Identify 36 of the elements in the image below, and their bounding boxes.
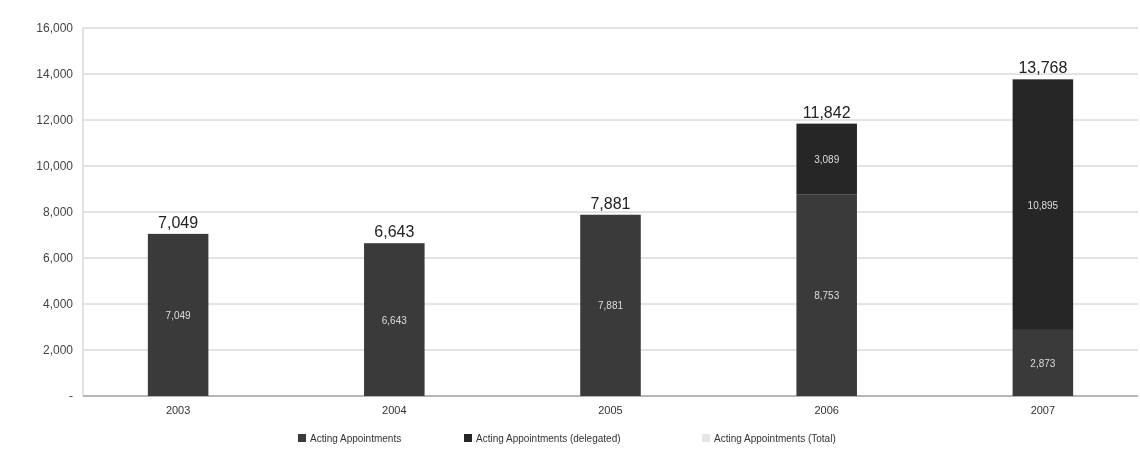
- x-tick-label: 2005: [598, 404, 623, 416]
- legend-label: Acting Appointments: [310, 433, 402, 444]
- bar: [1012, 79, 1074, 330]
- data-label: 6,643: [381, 314, 408, 326]
- data-label: 8,753: [814, 290, 840, 302]
- data-label: 7,881: [597, 300, 624, 312]
- bar: [580, 214, 641, 396]
- y-tick-label: 4,000: [42, 297, 74, 311]
- total-label: 11,842: [802, 103, 851, 121]
- total-label: 13,768: [1018, 59, 1068, 77]
- bar: [1012, 329, 1074, 396]
- data-label: 2,873: [1030, 357, 1056, 369]
- legend-label: Acting Appointments (Total): [714, 433, 836, 444]
- data-label: 7,049: [165, 309, 192, 321]
- bar: [796, 194, 857, 396]
- y-tick-label: 8,000: [42, 205, 74, 219]
- bar: [364, 243, 425, 396]
- y-tick-label: -: [69, 389, 73, 403]
- x-tick-label: 2003: [165, 404, 191, 416]
- x-tick-label: 2004: [382, 404, 407, 416]
- legend-label: Acting Appointments (delegated): [476, 433, 621, 444]
- data-label: 3,089: [814, 154, 840, 166]
- y-tick-label: 2,000: [42, 343, 74, 357]
- total-label: 7,881: [590, 194, 631, 212]
- y-tick-label: 6,000: [42, 251, 74, 265]
- total-label: 7,049: [158, 213, 199, 231]
- y-tick-label: 10,000: [36, 159, 74, 173]
- y-tick-label: 14,000: [36, 67, 74, 81]
- x-tick-label: 2007: [1030, 404, 1056, 416]
- bar: [796, 123, 857, 195]
- total-label: 6,643: [374, 223, 415, 241]
- y-tick-label: 16,000: [36, 21, 74, 35]
- data-label: 10,895: [1027, 199, 1059, 211]
- bar: [147, 233, 209, 396]
- x-tick-label: 2006: [814, 404, 839, 416]
- y-tick-label: 12,000: [36, 113, 74, 127]
